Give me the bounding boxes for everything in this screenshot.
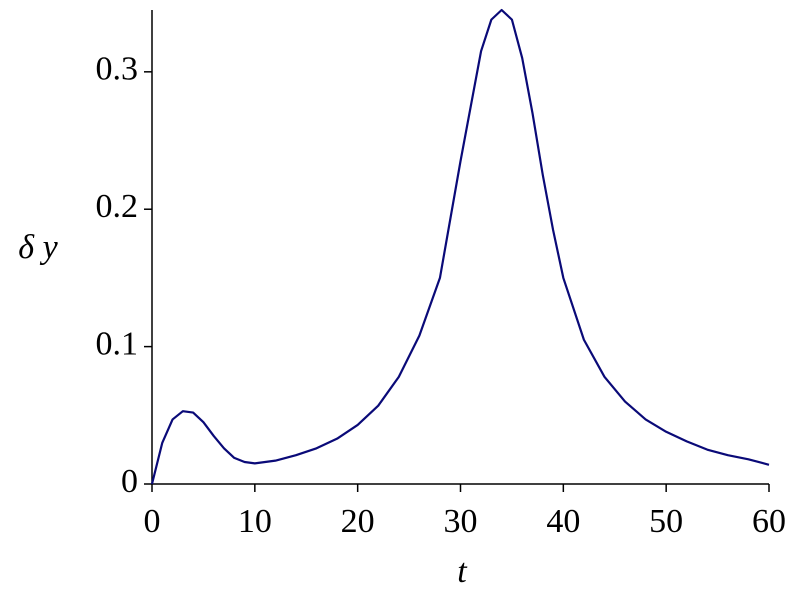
x-tick-label: 20 bbox=[341, 503, 375, 540]
x-axis-label: t bbox=[457, 553, 468, 590]
y-axis-label: δ y bbox=[18, 229, 58, 266]
x-tick-label: 0 bbox=[144, 503, 161, 540]
y-tick-label: 0.2 bbox=[96, 188, 139, 225]
x-tick-label: 50 bbox=[649, 503, 683, 540]
x-tick-label: 30 bbox=[444, 503, 478, 540]
y-tick-label: 0 bbox=[121, 463, 138, 500]
x-tick-label: 40 bbox=[546, 503, 580, 540]
line-series bbox=[150, 8, 770, 485]
x-tick-label: 60 bbox=[752, 503, 786, 540]
y-tick-label: 0.3 bbox=[96, 51, 139, 88]
y-tick-label: 0.1 bbox=[96, 325, 139, 362]
x-tick-label: 10 bbox=[238, 503, 272, 540]
